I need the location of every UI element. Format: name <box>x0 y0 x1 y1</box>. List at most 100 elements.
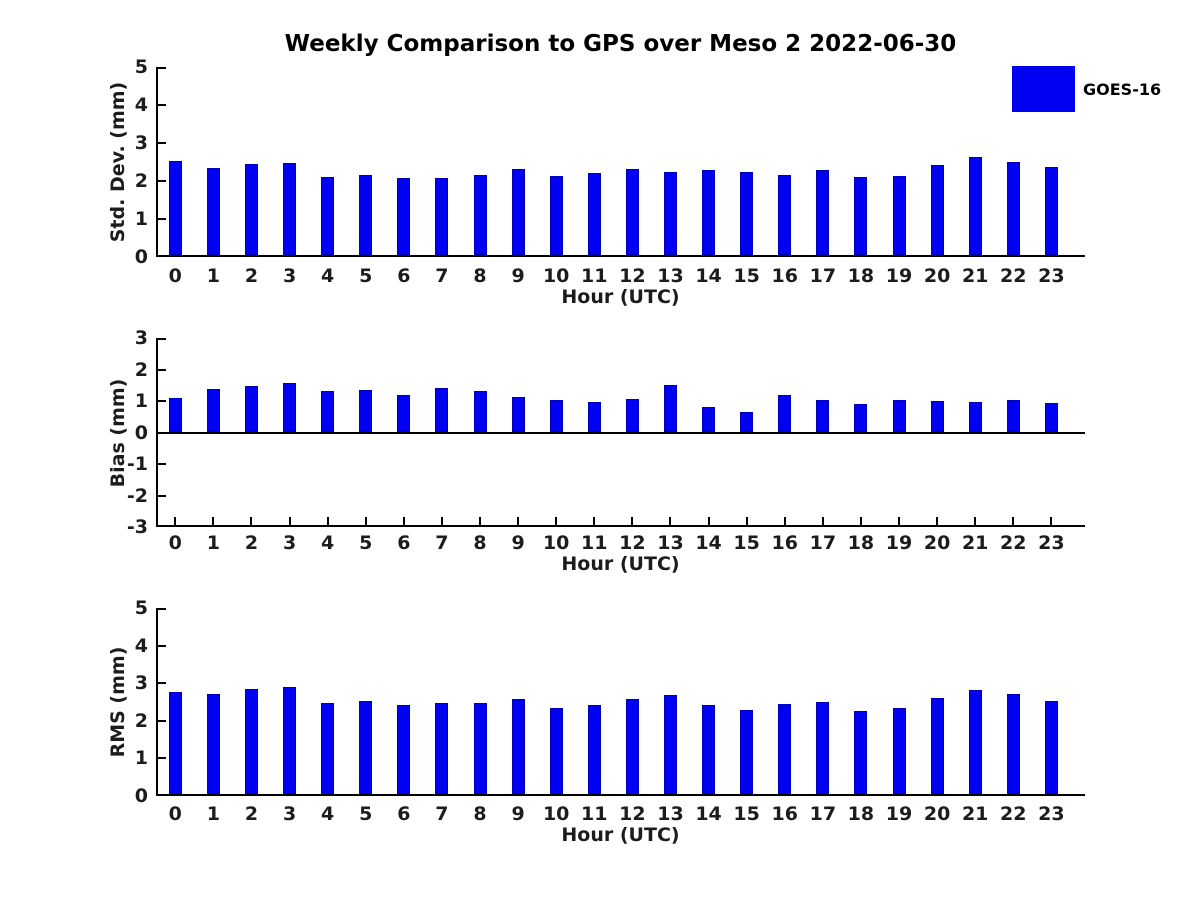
x-tick-label: 0 <box>168 532 182 554</box>
x-tick-label: 16 <box>771 265 798 287</box>
x-tick-label: 5 <box>359 532 373 554</box>
bar-hour-14 <box>702 704 716 794</box>
x-tick-label: 22 <box>1000 532 1027 554</box>
bar-hour-19 <box>892 707 906 794</box>
x-tick-label: 15 <box>733 265 760 287</box>
bar-hour-4 <box>321 702 335 794</box>
bar-hour-23 <box>1044 700 1058 794</box>
x-tick <box>250 517 253 525</box>
y-tick <box>158 644 166 647</box>
bar-hour-18 <box>854 177 868 255</box>
y-tick-label: 3 <box>134 672 148 695</box>
x-tick <box>745 517 748 525</box>
bar-hour-4 <box>321 177 335 255</box>
bar-hour-19 <box>892 176 906 255</box>
x-tick <box>288 517 291 525</box>
x-tick-label: 15 <box>733 532 760 554</box>
x-tick-label: 9 <box>511 803 525 825</box>
x-tick-label: 1 <box>206 265 220 287</box>
bar-hour-12 <box>625 699 639 794</box>
y-tick-label: 2 <box>134 170 148 192</box>
y-tick <box>158 400 166 402</box>
x-tick <box>936 517 939 525</box>
x-tick-label: 12 <box>619 532 646 554</box>
x-tick-label: 23 <box>1038 532 1065 554</box>
x-tick <box>1012 517 1015 525</box>
bar-hour-5 <box>359 700 373 794</box>
y-tick <box>158 431 166 434</box>
x-tick-label: 2 <box>244 532 259 554</box>
bar-hour-18 <box>854 710 868 794</box>
y-tick <box>158 494 166 497</box>
x-tick-label: 10 <box>542 803 570 825</box>
bar-hour-1 <box>206 167 220 255</box>
x-tick <box>440 517 443 525</box>
x-tick-label: 13 <box>657 803 684 825</box>
bar-hour-3 <box>283 382 297 432</box>
x-tick-label: 23 <box>1038 803 1065 825</box>
y-axis-label-rms: RMS (mm) <box>107 646 129 758</box>
x-tick <box>898 517 900 525</box>
bar-hour-22 <box>1006 694 1020 794</box>
bar-hour-12 <box>625 168 639 255</box>
x-tick-label: 21 <box>961 803 989 825</box>
x-tick-label: 17 <box>809 265 837 287</box>
x-tick-label: 13 <box>657 532 684 554</box>
bar-hour-3 <box>283 163 297 255</box>
bar-hour-9 <box>511 169 525 255</box>
bar-hour-20 <box>930 400 944 432</box>
bar-hour-2 <box>244 164 258 255</box>
bar-hour-22 <box>1006 161 1020 255</box>
x-tick-label: 8 <box>473 803 487 825</box>
x-axis-label-std-dev: Hour (UTC) <box>561 286 680 308</box>
x-tick-label: 0 <box>168 803 182 825</box>
y-tick <box>158 218 166 220</box>
x-tick-label: 11 <box>581 532 608 554</box>
x-tick <box>517 517 520 525</box>
y-tick <box>158 757 166 760</box>
x-tick-label: 11 <box>581 803 608 825</box>
x-tick-label: 18 <box>847 532 875 554</box>
x-tick <box>974 517 977 525</box>
y-tick-label: 5 <box>134 597 148 619</box>
x-tick-label: 10 <box>542 532 570 554</box>
x-tick-label: 18 <box>847 803 875 825</box>
bar-hour-6 <box>397 705 411 794</box>
x-tick-label: 7 <box>435 265 449 287</box>
bar-hour-5 <box>359 175 373 255</box>
x-tick-label: 8 <box>473 532 487 554</box>
x-tick-label: 0 <box>168 265 182 287</box>
x-tick <box>174 517 177 525</box>
bar-hour-6 <box>397 178 411 255</box>
bar-hour-22 <box>1006 400 1020 432</box>
y-tick-label: -1 <box>126 453 148 475</box>
x-tick <box>555 517 558 525</box>
x-tick-label: 21 <box>961 265 989 287</box>
bar-hour-4 <box>321 391 335 432</box>
bar-hour-9 <box>511 397 525 432</box>
bar-hour-15 <box>740 412 754 432</box>
bar-hour-10 <box>549 400 563 432</box>
bar-hour-11 <box>587 401 601 432</box>
y-tick-label: 0 <box>134 246 148 268</box>
y-tick-label: 3 <box>134 327 148 349</box>
bar-hour-15 <box>740 709 754 794</box>
x-tick <box>707 517 710 525</box>
bar-hour-10 <box>549 707 563 794</box>
y-tick-label: 2 <box>134 358 148 381</box>
bar-hour-17 <box>816 399 830 432</box>
bar-hour-20 <box>930 698 944 794</box>
x-tick-label: 20 <box>923 265 951 287</box>
x-tick-label: 14 <box>695 532 722 554</box>
x-tick <box>479 517 482 525</box>
bar-hour-16 <box>778 703 792 794</box>
y-axis-spine <box>156 608 158 796</box>
y-tick-label: 4 <box>134 94 148 116</box>
subplot-rms <box>156 608 1085 796</box>
x-tick-label: 12 <box>619 265 646 287</box>
y-tick <box>158 142 166 144</box>
bar-hour-8 <box>473 175 487 255</box>
bar-hour-21 <box>968 689 982 794</box>
bar-hour-23 <box>1044 167 1058 255</box>
x-tick-label: 15 <box>733 803 760 825</box>
